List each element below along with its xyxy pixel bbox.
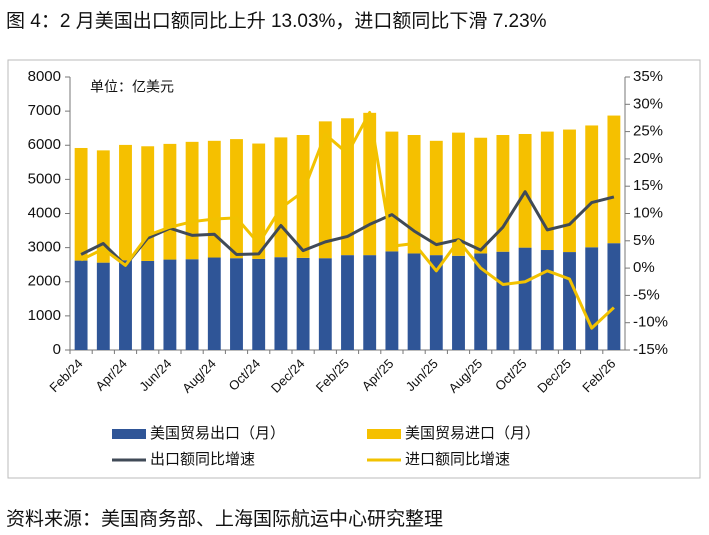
- bar: [607, 243, 621, 350]
- bar: [274, 137, 288, 258]
- y-tick-label: 6000: [28, 136, 61, 153]
- bar: [96, 150, 110, 263]
- legend-label: 出口额同比增速: [150, 451, 255, 468]
- legend-swatch: [367, 429, 401, 439]
- x-tick-label: Oct/24: [226, 356, 264, 394]
- x-tick-label: Aug/25: [446, 356, 486, 396]
- bar: [185, 259, 199, 350]
- chart-frame: [7, 59, 701, 479]
- bar: [274, 257, 288, 350]
- x-tick-label: Apr/24: [92, 356, 130, 394]
- x-tick-label: Jun/25: [403, 356, 441, 394]
- legend-label: 美国贸易出口（月）: [150, 425, 285, 442]
- y2-tick-label: 0%: [633, 259, 655, 276]
- y-tick-label: 8000: [28, 68, 61, 85]
- y2-tick-label: -15%: [633, 341, 668, 358]
- bar: [119, 144, 132, 261]
- y-tick-label: 2000: [28, 273, 61, 290]
- bar: [585, 125, 599, 248]
- bar: [318, 121, 332, 259]
- y-tick-label: 7000: [28, 102, 61, 119]
- bar: [119, 260, 132, 350]
- y-tick-label: 5000: [28, 170, 61, 187]
- y2-tick-label: 5%: [633, 232, 655, 249]
- source-note: 资料来源：美国商务部、上海国际航运中心研究整理: [6, 508, 443, 530]
- bar: [540, 250, 554, 350]
- bar: [452, 132, 465, 256]
- bar: [96, 262, 110, 350]
- bar: [341, 255, 354, 350]
- bar: [563, 252, 576, 350]
- bar: [252, 143, 266, 259]
- unit-label: 单位：亿美元: [90, 79, 174, 95]
- x-tick-label: Aug/24: [179, 356, 219, 396]
- bar: [207, 257, 221, 350]
- bar: [496, 251, 510, 350]
- bar: [363, 112, 377, 256]
- bar: [452, 255, 465, 350]
- bar: [74, 147, 88, 261]
- bar: [230, 258, 243, 350]
- y2-tick-label: -10%: [633, 314, 668, 331]
- y2-tick-label: 10%: [633, 204, 663, 221]
- bar: [474, 137, 488, 254]
- bar: [296, 257, 310, 350]
- y2-tick-label: 15%: [633, 177, 663, 194]
- legend-swatch: [112, 429, 146, 439]
- bar: [185, 141, 199, 260]
- legend-label: 进口额同比增速: [405, 451, 510, 468]
- x-tick-label: Feb/24: [46, 356, 85, 395]
- bar: [363, 255, 377, 350]
- x-tick-label: Feb/25: [313, 356, 352, 395]
- bar: [385, 251, 399, 350]
- legend-label: 美国贸易进口（月）: [405, 425, 540, 442]
- bar: [540, 131, 554, 251]
- x-tick-label: Dec/25: [534, 356, 574, 396]
- x-tick-label: Apr/25: [359, 356, 397, 394]
- bar: [429, 255, 443, 350]
- bar: [607, 115, 621, 244]
- x-tick-label: Oct/25: [492, 356, 530, 394]
- y2-tick-label: 25%: [633, 123, 663, 140]
- y-tick-label: 1000: [28, 307, 61, 324]
- y-tick-label: 3000: [28, 239, 61, 256]
- bar: [385, 131, 399, 252]
- bar: [429, 140, 443, 256]
- y-tick-label: 0: [53, 341, 61, 358]
- y2-tick-label: 20%: [633, 150, 663, 167]
- bar: [252, 258, 266, 350]
- x-tick-label: Dec/24: [268, 356, 308, 396]
- y2-tick-label: -5%: [633, 286, 660, 303]
- bar: [407, 135, 421, 254]
- bar: [518, 247, 532, 350]
- bar: [563, 129, 576, 253]
- bar: [163, 259, 177, 350]
- bar: [474, 253, 488, 350]
- bar: [230, 139, 243, 259]
- figure-title: 图 4：2 月美国出口额同比上升 13.03%，进口额同比下滑 7.23%: [6, 10, 547, 32]
- bar: [296, 135, 310, 258]
- x-tick-label: Jun/24: [136, 356, 174, 394]
- bar: [74, 260, 88, 350]
- line-series: [80, 110, 615, 330]
- bar: [407, 253, 421, 350]
- y2-tick-label: 35%: [633, 68, 663, 85]
- y2-tick-label: 30%: [633, 95, 663, 112]
- bar: [141, 260, 155, 350]
- bar: [585, 247, 599, 350]
- bar: [318, 258, 332, 350]
- bar: [207, 140, 221, 258]
- x-tick-label: Feb/26: [579, 356, 618, 395]
- bar: [163, 143, 177, 260]
- bar: [496, 135, 510, 252]
- bar: [141, 146, 155, 261]
- y-tick-label: 4000: [28, 204, 61, 221]
